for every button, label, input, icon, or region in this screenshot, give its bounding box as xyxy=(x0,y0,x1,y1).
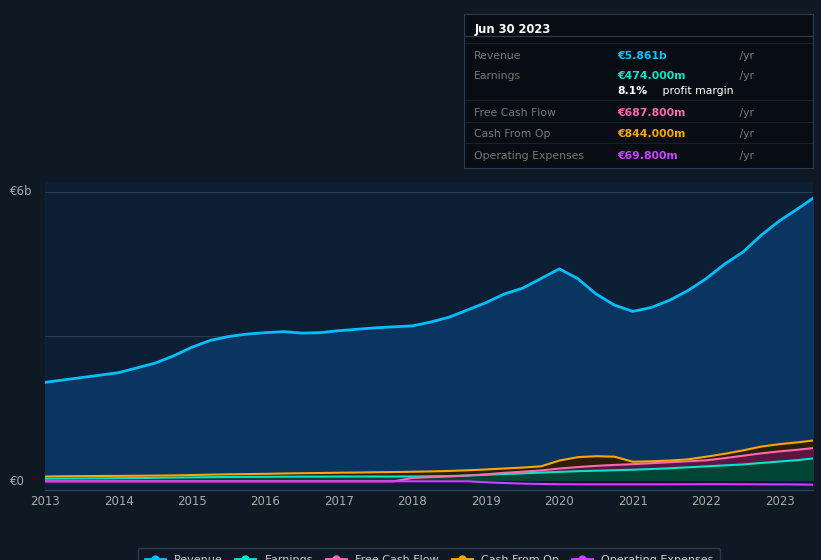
Text: Revenue: Revenue xyxy=(475,50,522,60)
Text: /yr: /yr xyxy=(736,108,754,118)
Text: Free Cash Flow: Free Cash Flow xyxy=(475,108,556,118)
Text: Operating Expenses: Operating Expenses xyxy=(475,151,585,161)
Text: €69.800m: €69.800m xyxy=(617,151,678,161)
Text: /yr: /yr xyxy=(736,151,754,161)
Text: 8.1%: 8.1% xyxy=(617,86,648,96)
Text: /yr: /yr xyxy=(736,129,754,139)
Text: Earnings: Earnings xyxy=(475,71,521,81)
Text: €474.000m: €474.000m xyxy=(617,71,686,81)
Text: €844.000m: €844.000m xyxy=(617,129,686,139)
Text: €0: €0 xyxy=(10,475,25,488)
Text: Jun 30 2023: Jun 30 2023 xyxy=(475,24,551,36)
Text: Cash From Op: Cash From Op xyxy=(475,129,551,139)
Text: /yr: /yr xyxy=(736,71,754,81)
Text: €6b: €6b xyxy=(10,185,32,198)
Text: profit margin: profit margin xyxy=(659,86,734,96)
Legend: Revenue, Earnings, Free Cash Flow, Cash From Op, Operating Expenses: Revenue, Earnings, Free Cash Flow, Cash … xyxy=(138,548,720,560)
Text: /yr: /yr xyxy=(736,50,754,60)
Text: €5.861b: €5.861b xyxy=(617,50,667,60)
Text: €687.800m: €687.800m xyxy=(617,108,686,118)
